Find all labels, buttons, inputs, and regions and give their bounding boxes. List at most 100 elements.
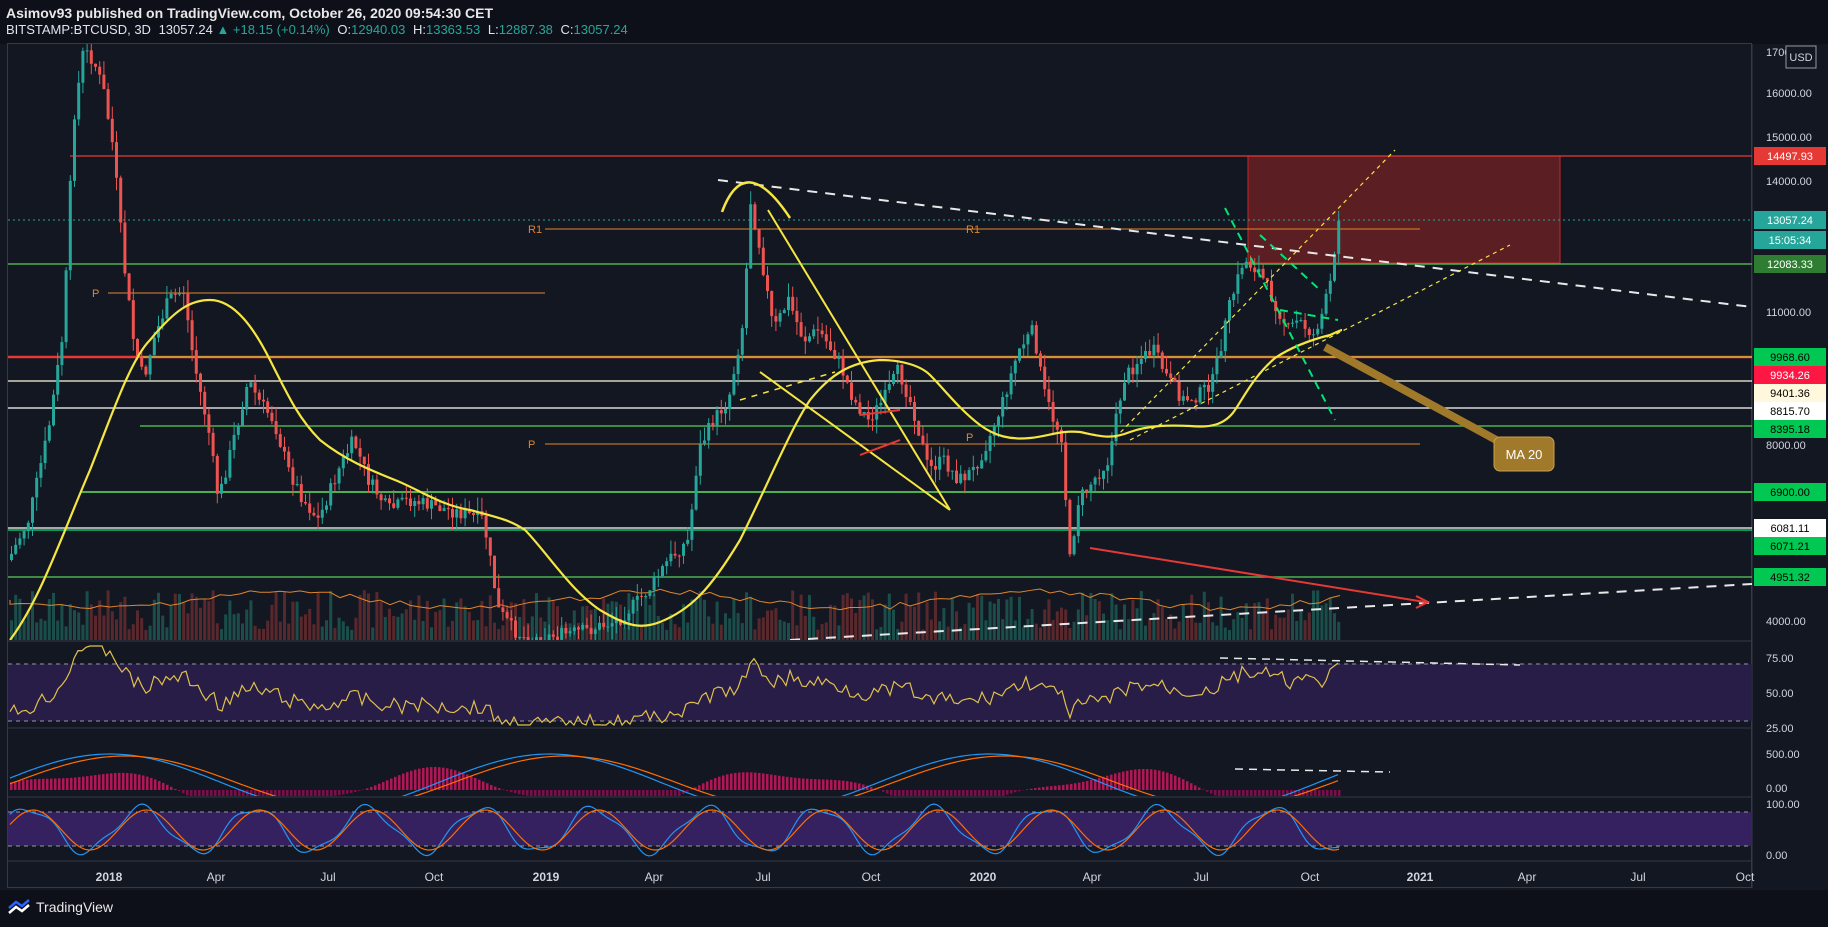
price-tick: 15000.00 — [1766, 132, 1812, 144]
price-label-badge[interactable] — [1754, 366, 1826, 384]
time-tick: Oct — [1301, 870, 1320, 884]
time-tick: Oct — [862, 870, 881, 884]
pivot-r1-label-2: R1 — [966, 224, 980, 236]
ma20-callout-label: MA 20 — [1506, 447, 1543, 462]
pivot-p-label-3: P — [966, 432, 973, 444]
volume-bars — [9, 588, 1341, 640]
red-triangle-bottom[interactable] — [859, 439, 901, 456]
green-channel-left[interactable] — [1224, 207, 1336, 421]
red-arrowhead — [1415, 595, 1431, 609]
macd-histogram — [10, 767, 1341, 796]
tradingview-logo-icon — [8, 899, 30, 914]
currency-label: USD — [1789, 52, 1812, 64]
high-value: 13363.53 — [425, 22, 481, 37]
time-axis[interactable]: 2018 Apr Jul Oct 2019 Apr Jul Oct 2020 A… — [96, 870, 1755, 884]
price-label-badge[interactable] — [1754, 568, 1826, 586]
tradingview-logo[interactable]: TradingView — [8, 899, 113, 915]
pivot-p-label: P — [92, 288, 99, 300]
ma20-callout[interactable]: MA 20 — [1493, 436, 1555, 472]
time-tick: 2018 — [96, 870, 123, 884]
price-label-text: 8395.18 — [1770, 424, 1810, 436]
price-tick: 11000.00 — [1766, 307, 1811, 319]
descending-trendline[interactable] — [717, 179, 1752, 308]
time-tick: Jul — [320, 870, 335, 884]
symbol-ohlc-line: BITSTAMP:BTCUSD, 3D 13057.24 ▲ +18.15 (+… — [6, 22, 628, 37]
macd-trendline[interactable] — [1234, 768, 1391, 773]
tradingview-brand: TradingView — [36, 899, 114, 915]
wedge-upper-line[interactable] — [767, 209, 951, 511]
open-value: 12940.03 — [351, 22, 406, 37]
price-label-text: 6081.11 — [1771, 523, 1810, 535]
stoch-band — [8, 812, 1752, 846]
rsi-tick: 75.00 — [1766, 653, 1794, 665]
currency-badge[interactable] — [1785, 45, 1817, 69]
high-label: H: — [412, 22, 426, 37]
symbol-name[interactable]: BITSTAMP:BTCUSD, 3D — [6, 22, 151, 37]
price-label-text: 9934.26 — [1770, 370, 1810, 382]
rsi-tick: 25.00 — [1766, 723, 1794, 735]
price-label-badge[interactable] — [1754, 348, 1826, 366]
macd-signal-line[interactable] — [9, 755, 1339, 808]
price-label-text: 8815.70 — [1770, 406, 1810, 418]
top-arc-drawing[interactable] — [720, 181, 792, 219]
pivot-p-label-2: P — [528, 439, 535, 451]
price-tick: 4000.00 — [1766, 616, 1806, 628]
time-tick: Apr — [645, 870, 664, 884]
price-label-text: 6900.00 — [1770, 487, 1810, 499]
price-label-badge[interactable] — [1754, 384, 1826, 402]
price-label-text: 9401.36 — [1770, 388, 1810, 400]
publisher-line: Asimov93 published on TradingView.com, O… — [6, 5, 494, 21]
price-label-badge[interactable] — [1754, 519, 1826, 537]
price-label-text: 12083.33 — [1767, 259, 1813, 271]
chart-header: Asimov93 published on TradingView.com, O… — [0, 0, 1828, 44]
price-label-badge[interactable] — [1754, 483, 1826, 501]
low-label: L: — [487, 22, 499, 37]
price-label-badge[interactable] — [1754, 255, 1826, 273]
pivot-r1-label: R1 — [528, 224, 542, 236]
rsi-band — [8, 664, 1752, 721]
rsi-tick: 50.00 — [1766, 688, 1794, 700]
low-value: 12887.38 — [498, 22, 553, 37]
price-label-text: 6071.21 — [1770, 541, 1810, 553]
time-tick: Oct — [1736, 870, 1755, 884]
time-tick: Apr — [1083, 870, 1102, 884]
time-tick: Jul — [755, 870, 770, 884]
price-tick: 8000.00 — [1766, 440, 1806, 452]
price-label-badge[interactable] — [1754, 402, 1826, 420]
price-label-badge[interactable] — [1754, 211, 1826, 229]
price-label-badge[interactable] — [1754, 420, 1826, 438]
close-label: C: — [560, 22, 574, 37]
price-label-text: 9968.60 — [1770, 352, 1810, 364]
time-tick: Apr — [1518, 870, 1537, 884]
wedge-dashed-line[interactable] — [739, 371, 836, 401]
last-price: 13057.24 — [158, 22, 213, 37]
price-axis[interactable]: 17000.00 16000.00 15000.00 14000.00 1100… — [1766, 45, 1817, 628]
wedge-lower-line[interactable] — [759, 371, 951, 511]
channel-lower-line[interactable] — [1129, 244, 1511, 441]
stoch-k-line[interactable] — [9, 803, 1340, 857]
time-tick: 2020 — [970, 870, 997, 884]
red-triangle-top[interactable] — [859, 409, 901, 416]
price-label-badge[interactable] — [1754, 147, 1826, 165]
stoch-d-line[interactable] — [9, 809, 1340, 851]
candles[interactable] — [10, 38, 1341, 657]
ma20-curve[interactable] — [9, 298, 1343, 640]
price-label-badge[interactable] — [1754, 537, 1826, 555]
rsi-line[interactable] — [9, 645, 1339, 727]
time-tick: 2021 — [1407, 870, 1434, 884]
price-label-badge[interactable] — [1754, 231, 1826, 249]
price-labels[interactable]: 14497.93 13057.24 15:05:34 12083.33 9968.60 9… — [1754, 147, 1826, 586]
resistance-zone[interactable] — [1247, 155, 1561, 264]
time-tick: Apr — [207, 870, 226, 884]
price-tick: 16000.00 — [1766, 88, 1812, 100]
channel-upper-line[interactable] — [1114, 149, 1396, 439]
macd-line[interactable] — [9, 753, 1339, 810]
red-divergence-arrow[interactable] — [1089, 547, 1426, 603]
macd-tick: 0.00 — [1766, 783, 1787, 795]
ma-callout-arrow[interactable] — [1323, 343, 1502, 446]
open-label: O: — [337, 22, 352, 37]
price-label-text: 15:05:34 — [1769, 235, 1812, 247]
green-channel-right-2[interactable] — [1279, 309, 1339, 321]
time-tick: Jul — [1193, 870, 1208, 884]
